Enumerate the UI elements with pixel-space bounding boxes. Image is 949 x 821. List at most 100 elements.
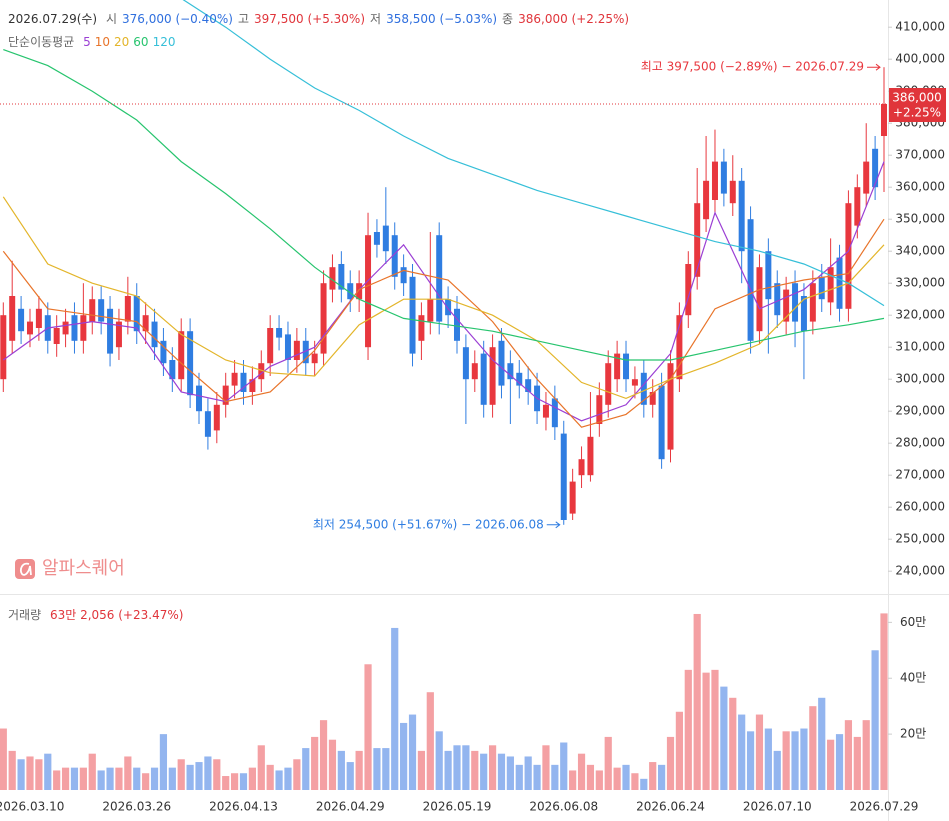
candle-body bbox=[498, 340, 505, 386]
candle-body bbox=[35, 308, 42, 328]
candle-body bbox=[196, 385, 203, 412]
candle-body bbox=[365, 235, 372, 348]
y-tick-label: 400,000 bbox=[895, 52, 945, 66]
header-label: 종 bbox=[502, 12, 514, 26]
y-tick-label: 360,000 bbox=[895, 180, 945, 194]
candle-body bbox=[302, 340, 309, 364]
volume-bar bbox=[640, 778, 648, 790]
y-tick-label: 290,000 bbox=[895, 404, 945, 418]
candle-body bbox=[169, 360, 176, 380]
volume-bar bbox=[569, 770, 577, 790]
moving-average bbox=[3, 49, 885, 361]
volume-bar bbox=[0, 728, 7, 790]
x-tick-label: 2026.06.08 bbox=[529, 800, 598, 814]
candle-body bbox=[756, 267, 763, 332]
volume-bar bbox=[417, 750, 426, 790]
volume-bar bbox=[844, 720, 853, 790]
volume-bar bbox=[462, 745, 470, 790]
volume-bar bbox=[622, 764, 630, 790]
x-tick-label: 2026.05.19 bbox=[423, 800, 492, 814]
candle-body bbox=[845, 203, 852, 309]
volume-bar bbox=[524, 756, 532, 790]
header-value: 358,500 (−5.03%) bbox=[386, 12, 498, 26]
volume-bar bbox=[711, 669, 719, 790]
candle-body bbox=[854, 187, 861, 226]
header: 2026.07.29(수) 시 376,000 (−0.40%) 고 397,500 … bbox=[8, 10, 634, 27]
candle-body bbox=[551, 398, 558, 428]
volume-bar bbox=[346, 762, 354, 790]
x-tick-label: 2026.03.10 bbox=[0, 800, 64, 814]
moving-average bbox=[2, 218, 885, 428]
volume-bar bbox=[239, 773, 248, 790]
price-plot bbox=[0, 0, 888, 525]
candle-body bbox=[658, 385, 665, 460]
legend-entry: 5 bbox=[83, 35, 91, 49]
candle-body bbox=[720, 161, 727, 194]
candle-body bbox=[9, 296, 16, 341]
volume-bar bbox=[44, 753, 52, 790]
volume-bar bbox=[631, 773, 639, 790]
watermark-text: 알파스퀘어 bbox=[42, 558, 125, 579]
volume-bar bbox=[595, 770, 603, 790]
candle-body bbox=[614, 353, 621, 380]
volume-bar bbox=[186, 764, 194, 790]
candle-body bbox=[26, 321, 33, 335]
last-price-label: 386,000 bbox=[892, 91, 942, 105]
y-tick-label: 300,000 bbox=[895, 372, 945, 386]
candle-body bbox=[729, 180, 736, 204]
candle-body bbox=[560, 433, 567, 520]
candle-body bbox=[596, 395, 603, 424]
candle-body bbox=[204, 411, 211, 437]
volume-bar bbox=[666, 736, 675, 790]
volume-bar bbox=[782, 731, 790, 790]
candle-body bbox=[151, 321, 158, 348]
y-tick-label: 350,000 bbox=[895, 212, 945, 226]
candle-body bbox=[115, 321, 122, 348]
candle-body bbox=[133, 296, 140, 332]
volume-bar bbox=[577, 753, 586, 790]
volume-bar bbox=[61, 767, 70, 790]
volume-bar bbox=[684, 669, 692, 790]
header-value: 397,500 (+5.30%) bbox=[254, 12, 366, 26]
watermark-icon bbox=[15, 559, 35, 579]
candle-body bbox=[872, 148, 879, 188]
volume-bar bbox=[17, 759, 25, 790]
candle-body bbox=[774, 283, 781, 316]
volume-bar bbox=[302, 748, 310, 790]
candle-body bbox=[516, 372, 523, 386]
header-value: 376,000 (−0.40%) bbox=[122, 12, 233, 26]
volume-bar bbox=[382, 748, 390, 790]
volume-bar bbox=[675, 711, 683, 790]
volume-bar bbox=[702, 672, 710, 790]
volume-bar bbox=[773, 750, 781, 790]
volume-bar bbox=[230, 773, 239, 790]
candle-body bbox=[525, 379, 532, 392]
legend-entry: 60 bbox=[133, 35, 149, 49]
candle-body bbox=[800, 296, 807, 332]
volume-bar bbox=[106, 767, 114, 790]
volume-bar bbox=[373, 748, 381, 790]
candle-body bbox=[71, 315, 78, 341]
volume-bar bbox=[542, 745, 550, 790]
candle-body bbox=[178, 331, 185, 380]
last-price-change: +2.25% bbox=[893, 106, 941, 120]
volume-plot bbox=[0, 613, 888, 790]
legend-entry: 20 bbox=[114, 35, 130, 49]
candle-body bbox=[747, 219, 754, 341]
annotation-arrow bbox=[867, 63, 881, 71]
candle-body bbox=[587, 436, 594, 476]
volume-bar bbox=[880, 613, 888, 790]
volume-bar bbox=[177, 759, 185, 790]
y-tick-label: 40만 bbox=[900, 671, 926, 685]
candle-body bbox=[738, 180, 745, 252]
y-tick-label: 410,000 bbox=[895, 20, 945, 34]
volume-bar bbox=[266, 764, 274, 790]
candle-body bbox=[160, 340, 167, 364]
candle-body bbox=[80, 315, 87, 341]
volume-bar bbox=[613, 767, 621, 790]
last-price-tag bbox=[889, 88, 946, 122]
candle-body bbox=[809, 283, 816, 322]
candle-body bbox=[676, 315, 683, 380]
candle-body bbox=[293, 340, 300, 360]
volume-bar bbox=[533, 764, 541, 790]
